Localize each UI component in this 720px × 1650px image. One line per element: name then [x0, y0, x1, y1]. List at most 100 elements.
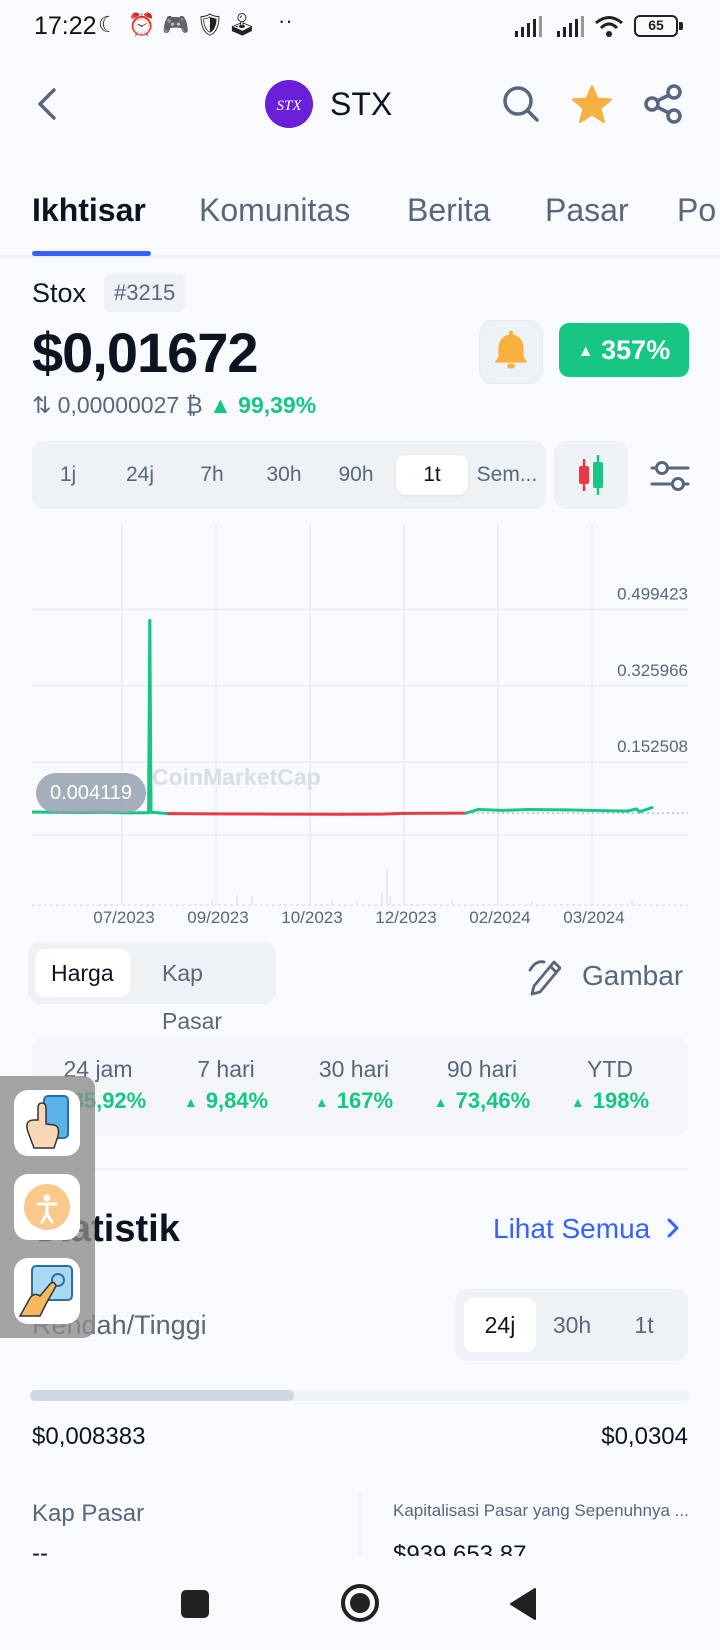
tab-portfolio[interactable]: Po: [677, 192, 717, 228]
current-price-tag: 0.004119: [36, 773, 146, 813]
signal-icon: [515, 16, 584, 37]
y-tick-label: 0.152508: [617, 737, 688, 756]
price-line-segment: [377, 811, 406, 816]
tab-ikhtisar[interactable]: Ikhtisar: [32, 192, 146, 228]
up-triangle-icon: ▲: [209, 392, 232, 418]
perf-7-hari: 7 hari ▲ 9,84%: [183, 1056, 269, 1113]
search-button[interactable]: [500, 83, 542, 125]
price-chart[interactable]: 0.499423 0.325966 0.152508 CoinMarketCap 07/…: [32, 525, 692, 930]
coin-logo: STX: [265, 80, 313, 128]
controller-icon: 🕹: [228, 12, 256, 37]
battery-indicator: 65: [634, 15, 683, 37]
price-change-badge: ▲ 357%: [559, 323, 689, 377]
tab-pasar[interactable]: Pasar: [545, 192, 629, 228]
btc-change: ▲ 99,39%: [209, 392, 317, 418]
price-value: $0,01672: [32, 321, 259, 384]
touch-screen-icon: [18, 1265, 73, 1317]
chevron-right-icon: [667, 1218, 679, 1238]
up-triangle-icon: ▲: [577, 342, 594, 360]
price-line-segment: [625, 807, 638, 813]
more-icon: ··: [278, 8, 293, 33]
home-button[interactable]: [341, 1584, 379, 1622]
chart-type-toggle: Harga Kap Pasar: [28, 942, 276, 1034]
btc-price: 0,00000027 ₿: [57, 392, 203, 418]
recents-button[interactable]: [181, 1590, 209, 1618]
back-button[interactable]: [30, 82, 66, 126]
status-bar: 17:22 ☾ ⏰ 🎮 🛡 🕹 ·· 65: [0, 0, 720, 54]
range-30h[interactable]: 30h: [266, 463, 302, 486]
y-tick-label: 0.325966: [617, 661, 688, 680]
price-line-segment: [149, 810, 170, 816]
low-value: $0,008383: [32, 1423, 146, 1450]
toggle-harga[interactable]: Harga: [35, 949, 130, 997]
watchlist-star-button[interactable]: [570, 83, 614, 127]
price-line-segment: [464, 807, 480, 815]
price-line-segment: [501, 807, 530, 812]
range-semua[interactable]: Sem...: [476, 463, 538, 486]
tab-bar: Ikhtisar Komunitas Berita Pasar Po: [0, 180, 720, 258]
stats-divider: [359, 1492, 361, 1556]
price-line-segment: [638, 806, 654, 814]
price-alert-button[interactable]: [479, 320, 543, 384]
coin-symbol: STX: [330, 86, 393, 122]
range-90h[interactable]: 90h: [338, 463, 374, 486]
accessibility-button[interactable]: [14, 1174, 80, 1240]
accessibility-icon: [24, 1184, 70, 1230]
market-cap-label: Kap Pasar: [32, 1500, 145, 1527]
alarm-icon: ⏰: [128, 12, 156, 37]
shield-icon: 🛡: [196, 12, 224, 37]
performance-summary: 24 jam ▲85,92% 7 hari ▲9,84% 30 hari ▲16…: [32, 1036, 688, 1136]
period-24j[interactable]: 24j: [464, 1298, 536, 1352]
stats-period-selector: 24j 30h 1t: [455, 1289, 688, 1361]
x-tick-label: 09/2023: [187, 908, 248, 927]
hand-phone-icon: [26, 1095, 69, 1149]
price-line-segment: [148, 619, 153, 814]
time-range-selector: 1j 24j 7h 30h 90h 1t Sem...: [32, 441, 546, 509]
x-tick-label: 03/2024: [563, 908, 624, 927]
range-7h[interactable]: 7h: [200, 463, 224, 486]
low-high-track: [30, 1390, 690, 1401]
tab-berita[interactable]: Berita: [407, 192, 491, 228]
period-30h[interactable]: 30h: [552, 1312, 592, 1338]
nav-back-button[interactable]: [508, 1587, 538, 1621]
wifi-icon: [595, 16, 623, 37]
watermark: CoinMarketCap: [152, 764, 321, 790]
pencil-ruler-icon: [528, 960, 562, 996]
coin-name: Stox: [32, 278, 87, 308]
swap-arrows-icon: ⇅: [32, 392, 52, 418]
x-tick-label: 02/2024: [469, 908, 530, 927]
range-24j[interactable]: 24j: [125, 463, 155, 486]
x-tick-label: 12/2023: [375, 908, 436, 927]
rank-badge: #3215: [104, 274, 186, 312]
toggle-kap-pasar[interactable]: Kap Pasar: [162, 960, 223, 1034]
section-divider: [32, 1168, 688, 1170]
draw-button[interactable]: Gambar: [526, 954, 683, 998]
price-line-segment: [588, 808, 629, 813]
perf-90-hari: 90 hari ▲ 73,46%: [433, 1056, 531, 1113]
low-high-fill: [30, 1390, 294, 1401]
range-1t[interactable]: 1t: [396, 455, 468, 495]
candlestick-toggle-button[interactable]: [554, 441, 628, 509]
btc-price-row: ⇅ 0,00000027 ₿ ▲ 99,39%: [32, 392, 316, 419]
gamepad-icon: 🎮: [162, 12, 190, 37]
svg-text:STX: STX: [276, 98, 302, 114]
high-value: $0,0304: [601, 1423, 688, 1450]
x-tick-label: 07/2023: [93, 908, 154, 927]
chart-settings-icon[interactable]: [648, 454, 692, 498]
range-1j[interactable]: 1j: [59, 463, 77, 486]
price-line-segment: [476, 807, 505, 812]
tab-komunitas[interactable]: Komunitas: [199, 192, 351, 228]
floating-assist-widget[interactable]: [0, 1076, 95, 1338]
share-button[interactable]: [642, 83, 684, 125]
draw-label: Gambar: [582, 960, 684, 991]
perf-ytd: YTD ▲ 198%: [570, 1056, 650, 1113]
status-time: 17:22: [34, 12, 97, 40]
period-1t[interactable]: 1t: [634, 1312, 654, 1338]
see-all-link[interactable]: Lihat Semua: [493, 1213, 682, 1245]
tap-assist-button[interactable]: [14, 1090, 80, 1156]
active-tab-indicator: [32, 251, 151, 256]
screen-tap-button[interactable]: [14, 1258, 80, 1324]
x-tick-label: 10/2023: [281, 908, 342, 927]
moon-icon: ☾: [98, 12, 118, 37]
fdv-label: Kapitalisasi Pasar yang Sepenuhnya ...: [393, 1501, 689, 1520]
